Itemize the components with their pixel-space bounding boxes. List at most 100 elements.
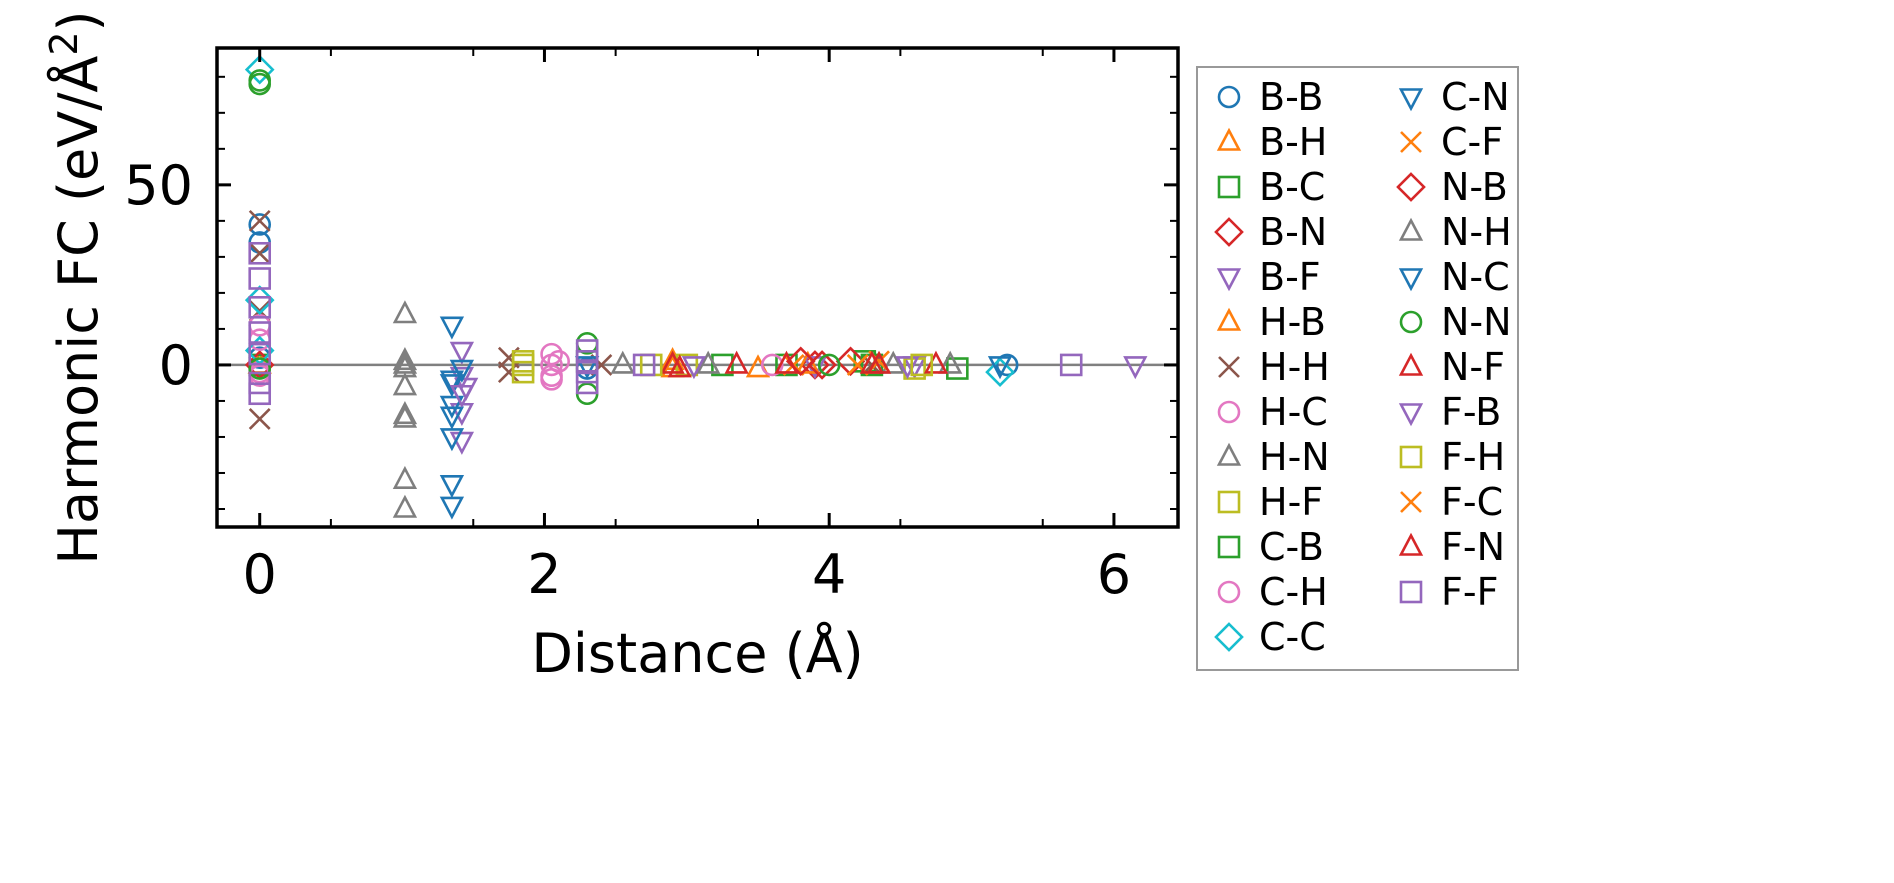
data-point-C-H <box>540 368 563 391</box>
legend-label: F-B <box>1441 390 1501 434</box>
data-point-B-B <box>995 353 1019 377</box>
data-point-N-C <box>987 356 1013 380</box>
data-point-C-N <box>439 496 465 520</box>
legend-label: H-B <box>1259 300 1326 344</box>
data-point-H-N <box>881 350 906 374</box>
legend-marker-H-C <box>1217 400 1241 424</box>
data-point-H-N <box>392 494 418 518</box>
data-point-N-F <box>774 350 799 374</box>
legend-marker-N-N <box>1399 310 1423 334</box>
data-point-F-H <box>910 353 934 377</box>
legend-label: C-F <box>1441 120 1503 164</box>
data-point-F-N <box>667 354 692 378</box>
data-point-N-B <box>785 346 816 377</box>
legend-label: H-H <box>1259 345 1330 389</box>
legend: B-BB-HB-CB-NB-FH-BH-HH-CH-NH-FC-BC-HC-C C… <box>1196 66 1519 671</box>
legend-marker-B-F <box>1216 268 1242 292</box>
legend-marker-F-B <box>1398 403 1424 427</box>
data-point-N-H <box>392 404 418 428</box>
axis-ticks <box>217 48 1178 527</box>
data-point-F-F <box>248 267 272 290</box>
legend-label: B-H <box>1259 120 1327 164</box>
legend-marker-C-C <box>1214 622 1244 652</box>
data-point-H-N <box>392 372 418 396</box>
y-axis-label-main: Harmonic FC (eV/Å <box>46 56 110 565</box>
data-point-F-F <box>632 353 656 377</box>
legend-label: B-C <box>1259 165 1325 209</box>
data-point-N-H <box>696 350 721 374</box>
legend-label: B-B <box>1259 75 1324 119</box>
data-point-C-N <box>439 406 465 430</box>
legend-label: C-H <box>1259 570 1328 614</box>
legend-marker-F-C <box>1400 491 1422 513</box>
data-point-N-N <box>817 353 841 377</box>
legend-marker-N-H <box>1398 217 1424 241</box>
legend-marker-B-C <box>1217 175 1241 199</box>
data-point-C-H <box>760 353 784 377</box>
data-point-N-H <box>392 350 418 374</box>
data-point-N-B <box>807 350 837 380</box>
data-point-B-B <box>248 213 272 236</box>
legend-marker-B-B <box>1217 85 1241 109</box>
legend-label: C-B <box>1259 525 1324 569</box>
data-point-H-H <box>248 209 271 232</box>
data-point-F-B <box>681 356 707 380</box>
legend-marker-H-B <box>1216 307 1242 331</box>
data-point-F-F <box>248 241 272 265</box>
data-point-C-C <box>244 285 275 315</box>
legend-marker-B-N <box>1214 217 1244 247</box>
data-point-F-F <box>248 382 272 406</box>
x-tick-label: 4 <box>812 543 846 606</box>
legend-label: N-C <box>1441 255 1510 299</box>
legend-label: F-F <box>1441 570 1498 614</box>
legend-marker-N-F <box>1398 352 1424 376</box>
y-tick-label: 0 <box>159 334 193 397</box>
data-point-F-F <box>248 296 272 319</box>
data-point-B-F <box>449 431 475 455</box>
data-point-N-N <box>248 72 272 96</box>
legend-marker-F-H <box>1399 445 1423 469</box>
legend-label: N-B <box>1441 165 1508 209</box>
legend-marker-F-F <box>1399 580 1423 604</box>
y-axis-label: Harmonic FC (eV/Å2) <box>42 10 110 564</box>
data-point-B-F <box>1123 356 1148 380</box>
data-point-F-F <box>1059 353 1083 377</box>
data-point-F-B <box>449 384 475 409</box>
legend-label: B-F <box>1259 255 1321 299</box>
data-point-H-H <box>248 242 271 265</box>
data-point-C-C <box>244 54 275 85</box>
legend-frame <box>1196 66 1519 671</box>
data-point-B-N <box>835 346 866 377</box>
legend-marker-C-N <box>1398 88 1424 112</box>
y-axis-label-superscript: 2 <box>42 31 86 55</box>
x-tick-label: 2 <box>527 543 561 606</box>
data-point-H-C <box>540 342 563 366</box>
data-point-F-F <box>575 371 599 395</box>
data-point-F-H <box>511 350 535 373</box>
legend-label: H-F <box>1259 480 1323 524</box>
data-point-C-N <box>449 359 475 383</box>
data-point-B-F <box>449 341 475 365</box>
legend-marker-H-F <box>1217 490 1241 514</box>
legend-marker-H-H <box>1218 356 1240 378</box>
data-point-H-H <box>248 408 271 430</box>
legend-label: F-C <box>1441 480 1503 524</box>
legend-marker-C-F <box>1400 131 1422 153</box>
data-point-H-N <box>392 300 418 324</box>
data-point-H-N <box>392 465 418 489</box>
data-point-C-C <box>985 357 1015 387</box>
legend-label: F-H <box>1441 435 1505 479</box>
data-point-N-C <box>439 374 465 398</box>
x-tick-label: 6 <box>1097 543 1131 606</box>
legend-marker-N-C <box>1398 268 1424 292</box>
data-point-B-C <box>946 357 969 380</box>
legend-label: N-N <box>1441 300 1512 344</box>
data-point-C-N <box>439 316 465 340</box>
plot-area <box>215 46 1180 529</box>
legend-marker-C-H <box>1217 580 1241 604</box>
legend-label: H-C <box>1259 390 1328 434</box>
data-point-N-N <box>248 357 272 380</box>
data-point-F-F <box>248 321 272 344</box>
data-point-B-F <box>449 366 475 391</box>
